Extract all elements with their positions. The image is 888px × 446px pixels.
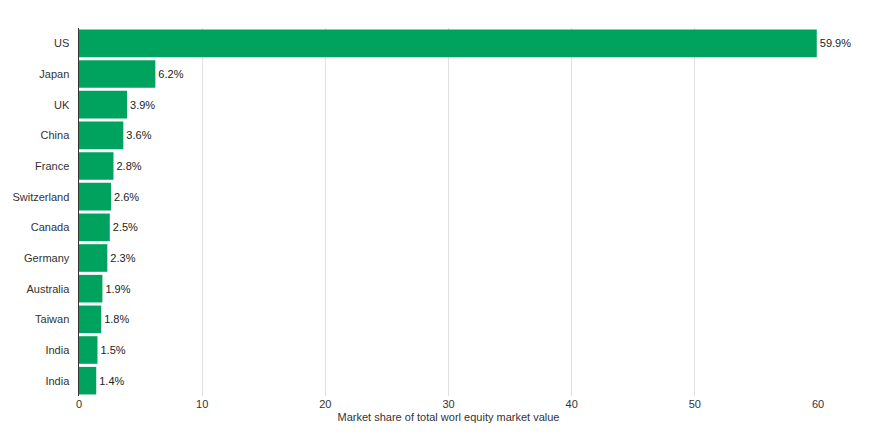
svg-text:59.9%: 59.9% <box>820 37 851 49</box>
svg-text:2.5%: 2.5% <box>113 221 138 233</box>
svg-text:40: 40 <box>566 398 578 410</box>
svg-text:2.6%: 2.6% <box>114 191 139 203</box>
svg-text:2.3%: 2.3% <box>110 252 135 264</box>
svg-text:6.2%: 6.2% <box>158 68 183 80</box>
svg-text:US: US <box>54 37 69 49</box>
svg-text:3.6%: 3.6% <box>126 129 151 141</box>
svg-text:2.8%: 2.8% <box>116 160 141 172</box>
svg-text:Taiwan: Taiwan <box>35 313 69 325</box>
svg-text:Japan: Japan <box>39 68 69 80</box>
svg-text:Australia: Australia <box>27 283 71 295</box>
svg-text:60: 60 <box>812 398 824 410</box>
svg-text:0: 0 <box>76 398 82 410</box>
svg-text:China: China <box>41 129 71 141</box>
svg-text:1.4%: 1.4% <box>99 375 124 387</box>
svg-text:India: India <box>45 375 70 387</box>
svg-text:20: 20 <box>319 398 331 410</box>
svg-text:1.9%: 1.9% <box>105 283 130 295</box>
svg-text:30: 30 <box>442 398 454 410</box>
svg-text:1.8%: 1.8% <box>104 313 129 325</box>
svg-text:Germany: Germany <box>24 252 70 264</box>
svg-text:3.9%: 3.9% <box>130 99 155 111</box>
svg-text:Market share of total worl equ: Market share of total worl equity market… <box>338 411 560 423</box>
svg-text:India: India <box>45 344 70 356</box>
svg-text:Switzerland: Switzerland <box>12 191 69 203</box>
svg-text:Canada: Canada <box>31 221 70 233</box>
svg-text:1.5%: 1.5% <box>100 344 125 356</box>
svg-text:50: 50 <box>689 398 701 410</box>
svg-text:10: 10 <box>196 398 208 410</box>
svg-text:France: France <box>35 160 69 172</box>
svg-text:UK: UK <box>54 99 70 111</box>
